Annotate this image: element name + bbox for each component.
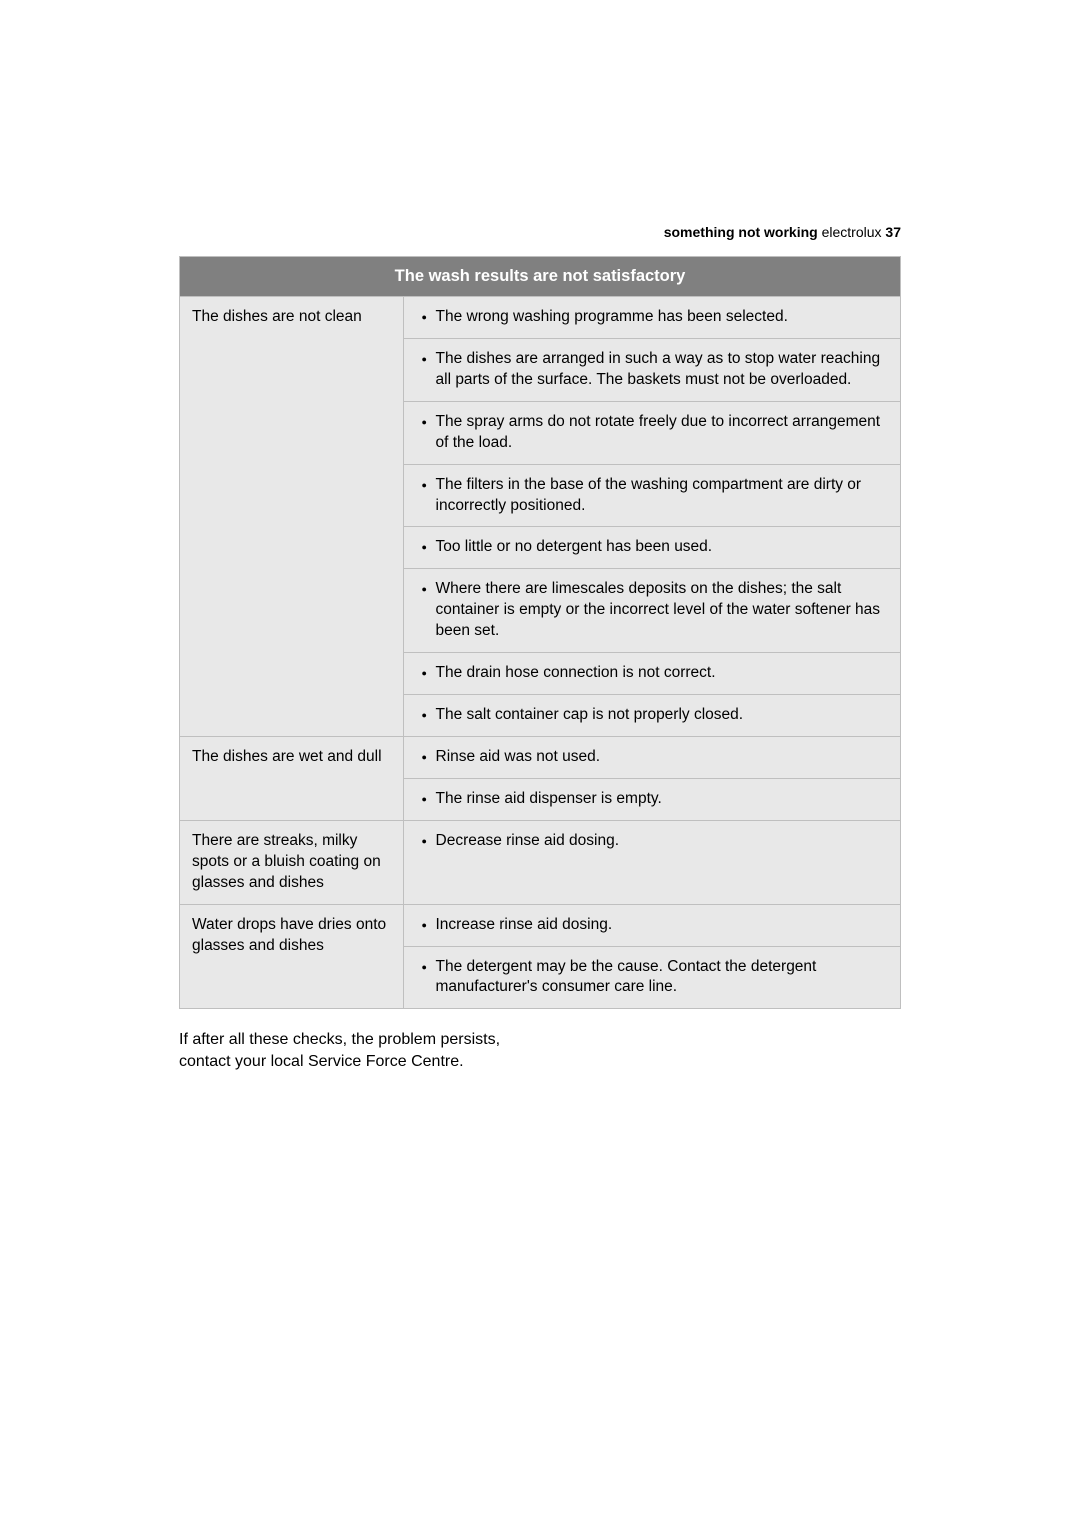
table-title: The wash results are not satisfactory (180, 257, 901, 297)
table-row: Water drops have dries onto glasses and … (180, 904, 901, 946)
cause-item: Rinse aid was not used. (426, 747, 887, 768)
cause-cell: The wrong washing programme has been sel… (403, 297, 901, 339)
cause-cell: Too little or no detergent has been used… (403, 527, 901, 569)
cause-item: The rinse aid dispenser is empty. (426, 789, 887, 810)
cause-cell: The spray arms do not rotate freely due … (403, 401, 901, 464)
cause-item: Increase rinse aid dosing. (426, 915, 887, 936)
cause-cell: Decrease rinse aid dosing. (403, 820, 901, 904)
cause-cell: The rinse aid dispenser is empty. (403, 778, 901, 820)
problem-cell: There are streaks, milky spots or a blui… (180, 820, 404, 904)
document-page: something not working electrolux 37 The … (0, 0, 1080, 1528)
cause-item: The dishes are arranged in such a way as… (426, 349, 887, 391)
cause-cell: Increase rinse aid dosing. (403, 904, 901, 946)
problem-cell: The dishes are not clean (180, 297, 404, 737)
cause-item: The drain hose connection is not correct… (426, 663, 887, 684)
cause-cell: The detergent may be the cause. Contact … (403, 946, 901, 1009)
cause-cell: The salt container cap is not properly c… (403, 695, 901, 737)
cause-cell: Rinse aid was not used. (403, 736, 901, 778)
troubleshooting-table-wrap: The wash results are not satisfactory Th… (179, 256, 901, 1009)
cause-item: Where there are limescales deposits on t… (426, 579, 887, 642)
cause-cell: The filters in the base of the washing c… (403, 464, 901, 527)
problem-cell: Water drops have dries onto glasses and … (180, 904, 404, 1009)
brand-name: electrolux (822, 224, 882, 240)
problem-cell: The dishes are wet and dull (180, 736, 404, 820)
cause-item: Too little or no detergent has been used… (426, 537, 887, 558)
cause-item: The filters in the base of the washing c… (426, 475, 887, 517)
cause-cell: The drain hose connection is not correct… (403, 653, 901, 695)
table-row: The dishes are wet and dullRinse aid was… (180, 736, 901, 778)
cause-cell: Where there are limescales deposits on t… (403, 569, 901, 653)
cause-item: The wrong washing programme has been sel… (426, 307, 887, 328)
cause-item: The spray arms do not rotate freely due … (426, 412, 887, 454)
cause-item: The detergent may be the cause. Contact … (426, 957, 887, 999)
section-title: something not working (664, 224, 818, 240)
troubleshooting-table: The wash results are not satisfactory Th… (179, 256, 901, 1009)
table-row: The dishes are not cleanThe wrong washin… (180, 297, 901, 339)
page-header: something not working electrolux 37 (664, 224, 901, 240)
cause-item: The salt container cap is not properly c… (426, 705, 887, 726)
table-row: There are streaks, milky spots or a blui… (180, 820, 901, 904)
footer-note: If after all these checks, the problem p… (179, 1029, 539, 1072)
page-number: 37 (885, 224, 901, 240)
cause-cell: The dishes are arranged in such a way as… (403, 338, 901, 401)
cause-item: Decrease rinse aid dosing. (426, 831, 887, 852)
